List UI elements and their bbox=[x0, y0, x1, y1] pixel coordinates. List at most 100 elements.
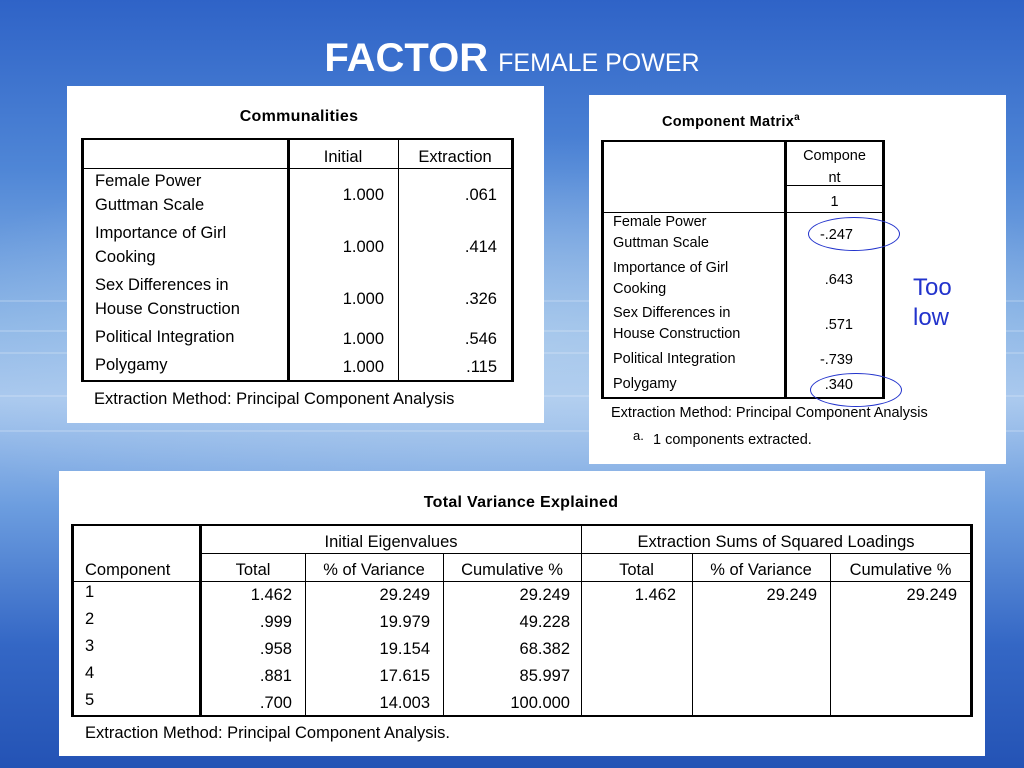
cell-pct: 29.249 bbox=[766, 586, 817, 604]
cell-pct: 14.003 bbox=[379, 694, 430, 712]
col-cumulative: Cumulative % bbox=[849, 561, 952, 579]
cell-initial: 1.000 bbox=[342, 290, 384, 308]
header-component-cont: nt bbox=[828, 170, 841, 186]
cell-pct: 19.154 bbox=[379, 640, 430, 658]
note-text: 1 components extracted. bbox=[653, 432, 812, 448]
note-marker: a. bbox=[633, 428, 644, 443]
component-matrix-title-text: Component Matrix bbox=[662, 113, 795, 130]
cell-extraction: .061 bbox=[464, 186, 497, 204]
table-header-divider bbox=[74, 581, 971, 582]
cell-cumulative: 85.997 bbox=[519, 667, 570, 685]
header-extraction: Extraction bbox=[418, 148, 492, 166]
communalities-panel: Communalities Initial Extraction Female … bbox=[67, 86, 544, 423]
table-border-right bbox=[882, 140, 885, 399]
table-header-divider bbox=[84, 168, 512, 169]
table-border-bottom bbox=[84, 380, 512, 382]
component-matrix-superscript: a bbox=[794, 112, 800, 123]
table-border-top bbox=[604, 140, 883, 142]
cell-total: .958 bbox=[259, 640, 292, 658]
group-initial-eigenvalues: Initial Eigenvalues bbox=[324, 533, 458, 551]
row-label: Cooking bbox=[95, 248, 156, 266]
cell-initial: 1.000 bbox=[342, 186, 384, 204]
table-border-top bbox=[74, 524, 971, 526]
table-header-divider bbox=[604, 212, 883, 213]
component-matrix-title: Component Matrixa bbox=[662, 112, 800, 130]
col-pct-variance: % of Variance bbox=[323, 561, 425, 579]
cell-pct: 29.249 bbox=[379, 586, 430, 604]
row-label: Female Power bbox=[613, 214, 707, 230]
table-border-left bbox=[81, 138, 84, 382]
row-label: Political Integration bbox=[613, 351, 736, 367]
cell-cumulative: 49.228 bbox=[519, 613, 570, 631]
row-label: Importance of Girl bbox=[613, 260, 729, 276]
cell-extraction: .546 bbox=[464, 330, 497, 348]
loading-value: .643 bbox=[824, 272, 853, 288]
variance-footnote: Extraction Method: Principal Component A… bbox=[85, 724, 451, 742]
row-label: Polygamy bbox=[613, 376, 677, 392]
cell-initial: 1.000 bbox=[342, 330, 384, 348]
cell-total: .881 bbox=[259, 667, 292, 685]
cell-total: .999 bbox=[259, 613, 292, 631]
cell-component: 4 bbox=[85, 664, 95, 682]
header-initial: Initial bbox=[323, 148, 363, 166]
row-label: Polygamy bbox=[95, 356, 168, 374]
header-component-number: 1 bbox=[830, 194, 839, 210]
slide-title-bold: FACTOR bbox=[324, 36, 489, 80]
component-matrix-panel: Component Matrixa Compone nt 1 Female Po… bbox=[589, 95, 1006, 464]
table-label-divider bbox=[287, 138, 290, 382]
cell-cumulative: 29.249 bbox=[519, 586, 570, 604]
table-border-right bbox=[511, 138, 514, 382]
table-column-divider bbox=[398, 138, 399, 382]
row-label: Sex Differences in bbox=[613, 305, 731, 321]
highlight-oval bbox=[810, 373, 902, 407]
cell-component: 1 bbox=[85, 583, 95, 601]
cell-component: 2 bbox=[85, 610, 95, 628]
cell-pct: 19.979 bbox=[379, 613, 430, 631]
cell-extraction: .115 bbox=[466, 358, 497, 376]
communalities-title: Communalities bbox=[239, 108, 359, 125]
table-border-left bbox=[71, 524, 74, 717]
variance-panel: Total Variance Explained Initial Eigenva… bbox=[59, 471, 985, 756]
table-border-left bbox=[601, 140, 604, 399]
slide-title: FACTOR FEMALE POWER bbox=[0, 36, 1024, 81]
table-border-bottom bbox=[74, 715, 971, 717]
too-low-annotation: Too low bbox=[913, 274, 952, 331]
cell-component: 5 bbox=[85, 691, 95, 709]
row-label: House Construction bbox=[613, 326, 741, 342]
loading-value: -.739 bbox=[819, 352, 853, 368]
table-border-right bbox=[970, 524, 973, 717]
cell-initial: 1.000 bbox=[342, 358, 384, 376]
highlight-oval bbox=[808, 217, 900, 251]
row-label: House Construction bbox=[95, 300, 240, 318]
table-column-divider bbox=[305, 554, 306, 717]
water-streak bbox=[0, 430, 1024, 432]
col-component: Component bbox=[85, 561, 171, 579]
table-header-divider bbox=[786, 185, 883, 186]
col-pct-variance: % of Variance bbox=[710, 561, 812, 579]
table-column-divider bbox=[443, 554, 444, 717]
cell-extraction: .326 bbox=[464, 290, 497, 308]
table-column-divider bbox=[581, 524, 582, 717]
header-component: Compone bbox=[803, 148, 866, 164]
cell-initial: 1.000 bbox=[342, 238, 384, 256]
cell-cumulative: 100.000 bbox=[510, 694, 570, 712]
row-label: Political Integration bbox=[95, 328, 235, 346]
cell-total: .700 bbox=[259, 694, 292, 712]
slide-title-rest: FEMALE POWER bbox=[498, 49, 700, 77]
component-matrix-footnote: Extraction Method: Principal Component A… bbox=[611, 405, 928, 421]
row-label: Sex Differences in bbox=[95, 276, 229, 294]
col-total: Total bbox=[619, 561, 654, 579]
group-extraction-sums: Extraction Sums of Squared Loadings bbox=[637, 533, 915, 551]
cell-extraction: .414 bbox=[464, 238, 497, 256]
row-label: Importance of Girl bbox=[95, 224, 227, 242]
row-label: Guttman Scale bbox=[95, 196, 205, 214]
table-border-top bbox=[84, 138, 512, 140]
cell-total: 1.462 bbox=[634, 586, 676, 604]
cell-pct: 17.615 bbox=[379, 667, 430, 685]
row-label: Cooking bbox=[613, 281, 667, 297]
table-label-divider bbox=[784, 140, 787, 399]
row-label: Guttman Scale bbox=[613, 235, 709, 251]
loading-value: .571 bbox=[824, 317, 853, 333]
variance-title: Total Variance Explained bbox=[423, 494, 619, 511]
cell-component: 3 bbox=[85, 637, 95, 655]
